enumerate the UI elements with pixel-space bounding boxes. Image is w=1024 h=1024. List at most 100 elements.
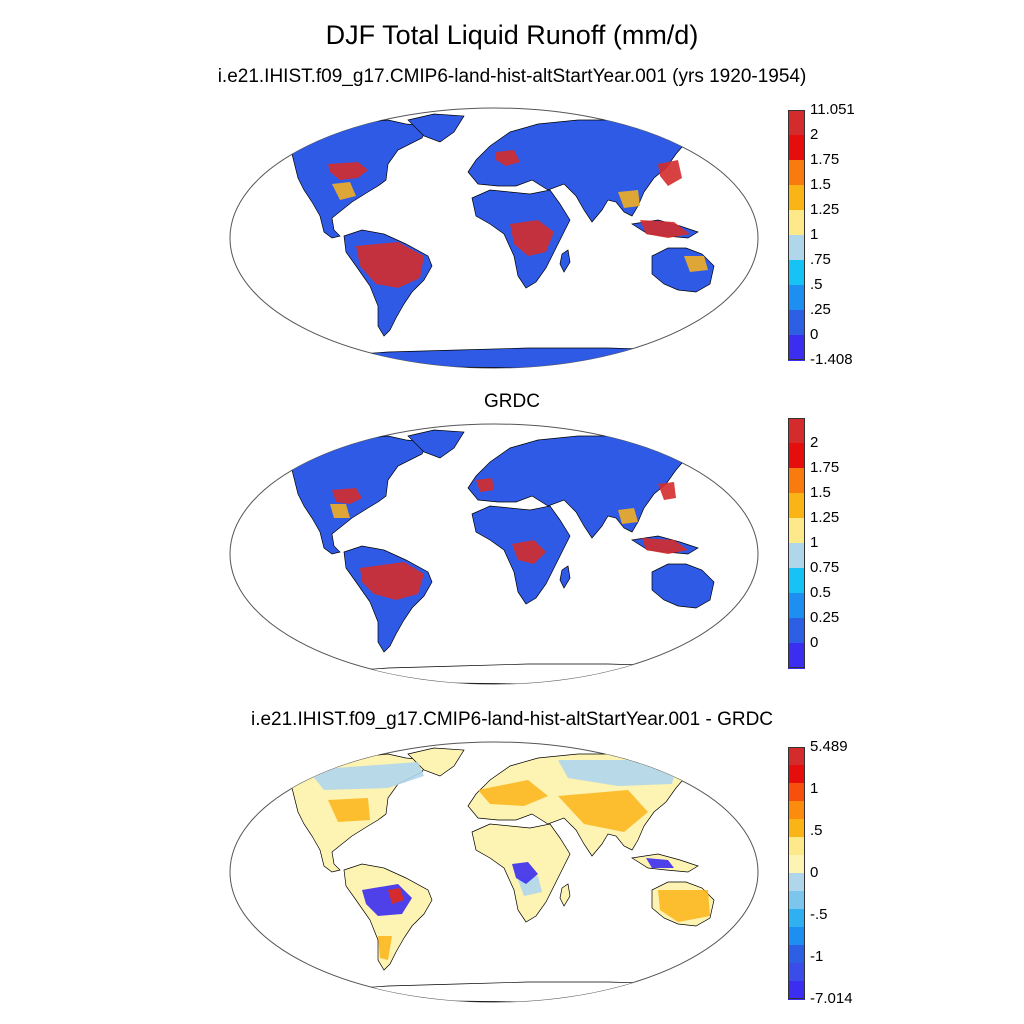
colorbar-label: 0.75: [810, 559, 840, 576]
moderate-runoff-region: [330, 504, 350, 518]
high-runoff-region: [658, 160, 682, 186]
colorbar-swatch: [788, 443, 805, 469]
colorbar-label: .25: [810, 301, 831, 318]
colorbar-swatch: [788, 543, 805, 569]
high-runoff-region: [510, 220, 554, 256]
low-runoff-region: [308, 762, 424, 790]
colorbar-label: -7.014: [810, 990, 853, 1007]
colorbar-label: 1: [810, 534, 819, 551]
colorbar-swatch: [788, 801, 805, 820]
colorbar-swatch: [788, 837, 805, 856]
colorbar-swatch: [788, 593, 805, 619]
colorbar-label: 1: [810, 780, 819, 797]
landmass-greenland: [407, 113, 465, 143]
colorbar-label: 11.051: [810, 101, 855, 118]
colorbar-label: 0: [810, 634, 819, 651]
colorbar-swatch: [788, 819, 805, 838]
colorbar-label: .5: [810, 822, 823, 839]
high-runoff-region: [356, 242, 424, 288]
colorbar-swatch: [788, 493, 805, 519]
high-runoff-region: [388, 888, 404, 904]
moderate-runoff-region: [378, 936, 392, 960]
moderate-runoff-region: [618, 508, 638, 524]
moderate-runoff-region: [618, 190, 640, 208]
colorbar-swatch: [788, 285, 805, 311]
colorbar-label: 0: [810, 864, 819, 881]
moderate-runoff-region: [658, 890, 710, 922]
colorbar-swatch: [788, 110, 805, 136]
landmass-australia: [651, 563, 715, 609]
landmass-madagascar: [559, 565, 571, 589]
colorbar-label: 0.25: [810, 609, 840, 626]
colorbar-label: 1.75: [810, 151, 840, 168]
colorbar-swatch: [788, 747, 805, 766]
colorbar-label: 1.5: [810, 176, 831, 193]
colorbar-label: 1.25: [810, 509, 840, 526]
colorbar-swatch: [788, 765, 805, 784]
moderate-runoff-region: [558, 790, 648, 832]
colorbar-swatch: [788, 873, 805, 892]
moderate-runoff-region: [332, 182, 356, 200]
colorbar-swatch: [788, 855, 805, 874]
colorbar-swatch: [788, 568, 805, 594]
panel-title-difference: i.e21.IHIST.f09_g17.CMIP6-land-hist-altS…: [250, 709, 774, 730]
landmass-eurasia: [467, 435, 693, 539]
high-runoff-region: [496, 150, 520, 166]
colorbar-label: 1: [810, 226, 819, 243]
colorbar-label: 1.5: [810, 484, 831, 501]
colorbar-swatch: [788, 618, 805, 644]
colorbar-swatch: [788, 210, 805, 236]
moderate-runoff-region: [684, 256, 708, 272]
high-runoff-region: [640, 220, 690, 238]
high-runoff-region: [360, 562, 424, 600]
colorbar-swatch: [788, 235, 805, 261]
colorbar-swatch: [788, 335, 805, 361]
colorbar-label: 1.25: [810, 201, 840, 218]
landmass-madagascar: [559, 249, 571, 273]
colorbar-swatch: [788, 310, 805, 336]
colorbar-swatch: [788, 945, 805, 964]
high-runoff-region: [642, 538, 688, 554]
colorbar-label: 1.75: [810, 459, 840, 476]
colorbar-label: 2: [810, 126, 819, 143]
colorbar-label: .5: [810, 276, 823, 293]
colorbar-label: 0.5: [810, 584, 831, 601]
colorbar-swatch: [788, 927, 805, 946]
colorbar-swatch: [788, 418, 805, 444]
colorbar-label: -1: [810, 948, 824, 965]
high-runoff-region: [646, 858, 674, 868]
high-runoff-region: [332, 488, 362, 504]
landmass-greenland: [407, 747, 465, 777]
landmass-greenland: [407, 429, 465, 459]
moderate-runoff-region: [328, 798, 370, 822]
colorbar-swatch: [788, 135, 805, 161]
world-map-difference: [229, 741, 759, 1003]
panel-title-model: i.e21.IHIST.f09_g17.CMIP6-land-hist-altS…: [217, 66, 807, 87]
world-map-grdc: [229, 423, 759, 685]
colorbar-swatch: [788, 260, 805, 286]
colorbar-swatch: [788, 643, 805, 669]
colorbar-swatch: [788, 185, 805, 211]
colorbar-label: -1.408: [810, 351, 853, 368]
high-runoff-region: [658, 482, 676, 500]
figure-title: DJF Total Liquid Runoff (mm/d): [325, 20, 699, 50]
landmass-madagascar: [559, 883, 571, 907]
low-runoff-region: [558, 760, 678, 786]
high-runoff-region: [512, 862, 538, 884]
colorbar-swatch: [788, 783, 805, 802]
colorbar-swatch: [788, 468, 805, 494]
panel-title-grdc: GRDC: [484, 391, 540, 412]
colorbar-label: .75: [810, 251, 831, 268]
colorbar-label: 0: [810, 326, 819, 343]
colorbar-label: -.5: [810, 906, 828, 923]
colorbar-swatch: [788, 981, 805, 1000]
colorbar-label: 5.489: [810, 738, 848, 755]
high-runoff-region: [328, 162, 368, 180]
colorbar-swatch: [788, 963, 805, 982]
moderate-runoff-region: [478, 780, 548, 806]
world-map-model: [229, 107, 759, 369]
colorbar-swatch: [788, 518, 805, 544]
colorbar-swatch: [788, 160, 805, 186]
colorbar-label: 2: [810, 434, 819, 451]
high-runoff-region: [512, 540, 546, 564]
